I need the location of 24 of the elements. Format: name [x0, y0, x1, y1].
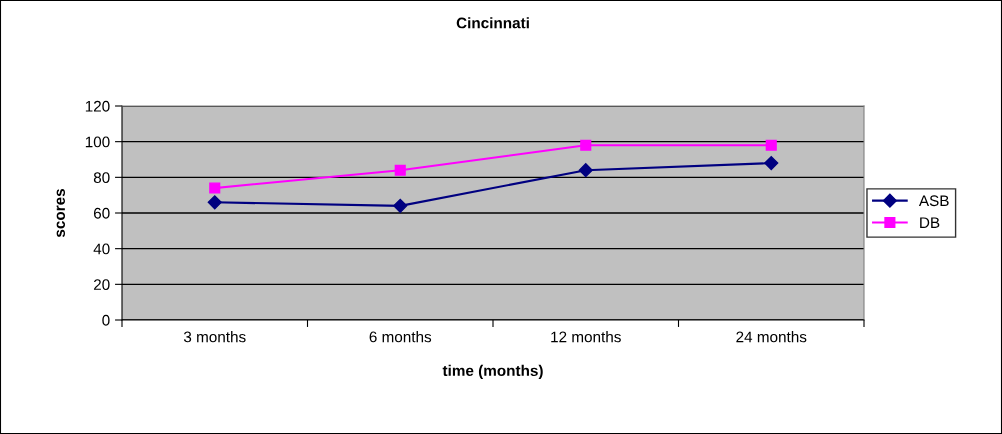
y-tick-label: 60	[93, 207, 110, 219]
point	[209, 182, 221, 194]
point	[580, 139, 592, 151]
point	[393, 198, 408, 213]
legend-label: DB	[920, 217, 940, 228]
y-tick-label: 0	[102, 314, 110, 326]
x-tick-label: 3 months	[183, 331, 246, 343]
x-tick-label: 12 months	[551, 331, 621, 343]
chart-title: Cincinnati	[456, 17, 529, 29]
point	[394, 164, 406, 176]
y-axis-title: scores	[56, 188, 66, 238]
x-tick-label: 6 months	[369, 331, 432, 343]
y-tick-label: 40	[93, 243, 110, 255]
y-tick-label: 100	[85, 136, 110, 148]
x-tick-label: 24 months	[736, 331, 807, 343]
point	[764, 155, 779, 171]
point	[765, 139, 777, 151]
y-tick-label: 80	[93, 172, 110, 184]
x-axis-title: time (months)	[442, 364, 543, 380]
legend-label: ASB	[918, 195, 949, 207]
point	[578, 163, 593, 178]
point	[207, 195, 222, 210]
y-tick-label: 120	[85, 100, 110, 112]
y-tick-label: 20	[93, 279, 110, 291]
